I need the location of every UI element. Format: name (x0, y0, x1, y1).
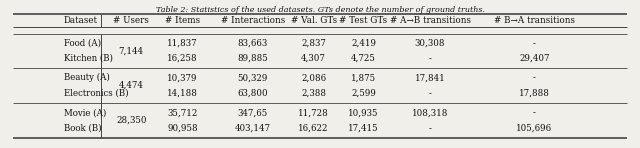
Text: 2,837: 2,837 (301, 39, 326, 48)
Text: Dataset: Dataset (64, 16, 98, 25)
Text: 83,663: 83,663 (237, 39, 268, 48)
Text: # Val. GTs: # Val. GTs (291, 16, 337, 25)
Text: -: - (429, 124, 431, 133)
Text: # A→B transitions: # A→B transitions (390, 16, 470, 25)
Text: # Items: # Items (165, 16, 200, 25)
Text: 14,188: 14,188 (167, 89, 198, 98)
Text: 7,144: 7,144 (118, 46, 144, 55)
Text: 1,875: 1,875 (351, 73, 376, 82)
Text: 347,65: 347,65 (237, 108, 268, 117)
Text: 2,388: 2,388 (301, 89, 326, 98)
Text: 4,725: 4,725 (351, 54, 376, 63)
Text: Beauty (A): Beauty (A) (64, 73, 110, 82)
Text: # B→A transitions: # B→A transitions (494, 16, 575, 25)
Text: 11,728: 11,728 (298, 108, 329, 117)
Text: 35,712: 35,712 (167, 108, 198, 117)
Text: 16,258: 16,258 (167, 54, 198, 63)
Text: 89,885: 89,885 (237, 54, 268, 63)
Text: -: - (533, 39, 536, 48)
Text: 4,307: 4,307 (301, 54, 326, 63)
Text: 10,935: 10,935 (348, 108, 379, 117)
Text: Table 2: Statistics of the used datasets. GTs denote the number of ground truths: Table 2: Statistics of the used datasets… (156, 5, 484, 13)
Text: 30,308: 30,308 (415, 39, 445, 48)
Text: -: - (533, 73, 536, 82)
Text: 17,415: 17,415 (348, 124, 379, 133)
Text: 29,407: 29,407 (519, 54, 550, 63)
Text: Food (A): Food (A) (64, 39, 101, 48)
Text: 28,350: 28,350 (116, 116, 147, 125)
Text: 4,474: 4,474 (119, 81, 143, 90)
Text: # Interactions: # Interactions (221, 16, 285, 25)
Text: 108,318: 108,318 (412, 108, 448, 117)
Text: 10,379: 10,379 (167, 73, 198, 82)
Text: 2,086: 2,086 (301, 73, 326, 82)
Text: # Users: # Users (113, 16, 149, 25)
Text: Electronics (B): Electronics (B) (64, 89, 129, 98)
Text: -: - (429, 89, 431, 98)
Text: Book (B): Book (B) (64, 124, 102, 133)
Text: 11,837: 11,837 (167, 39, 198, 48)
Text: 2,419: 2,419 (351, 39, 376, 48)
Text: 2,599: 2,599 (351, 89, 376, 98)
Text: 90,958: 90,958 (167, 124, 198, 133)
Text: 403,147: 403,147 (235, 124, 271, 133)
Text: -: - (533, 108, 536, 117)
Text: 16,622: 16,622 (298, 124, 329, 133)
Text: 17,888: 17,888 (519, 89, 550, 98)
Text: -: - (429, 54, 431, 63)
Text: 17,841: 17,841 (415, 73, 445, 82)
Text: Kitchen (B): Kitchen (B) (64, 54, 113, 63)
Text: 63,800: 63,800 (237, 89, 268, 98)
Text: # Test GTs: # Test GTs (339, 16, 388, 25)
Text: 50,329: 50,329 (237, 73, 268, 82)
Text: 105,696: 105,696 (516, 124, 552, 133)
Text: Movie (A): Movie (A) (64, 108, 106, 117)
